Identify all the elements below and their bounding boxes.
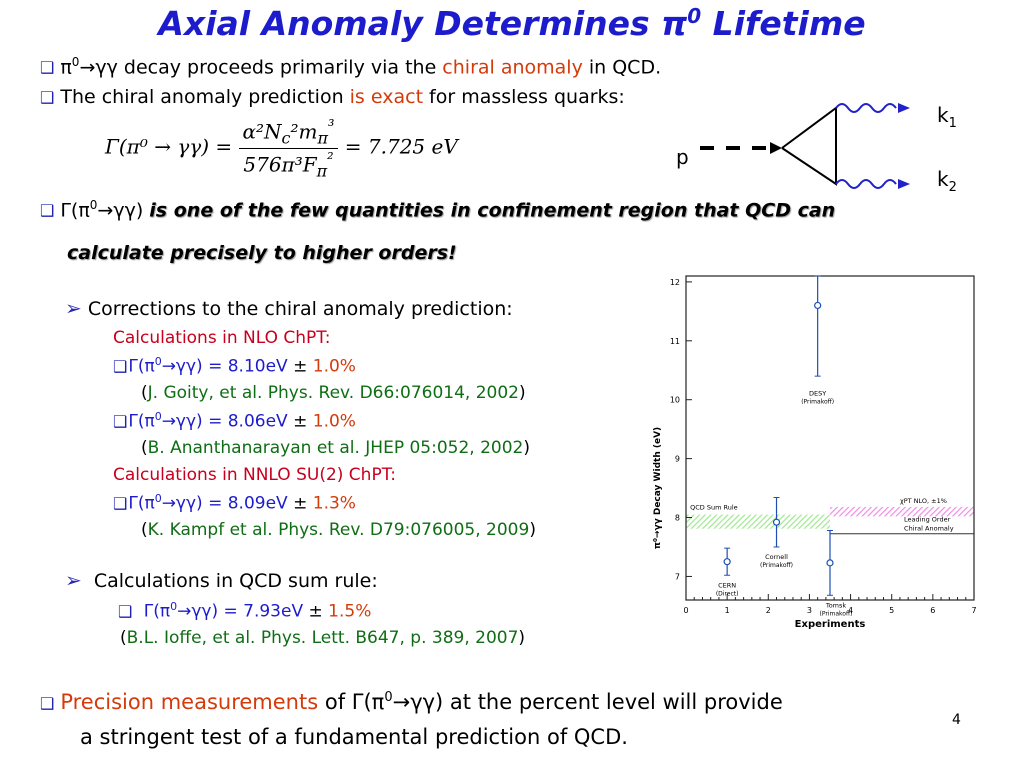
point-label-cern: CERN bbox=[718, 581, 736, 589]
band-1 bbox=[830, 506, 974, 517]
feynman-p-label: p bbox=[676, 145, 689, 169]
confinement-line-continued: calculate precisely to higher orders! bbox=[67, 242, 457, 264]
qcd-sum-rule-header: ➢ Calculations in QCD sum rule: bbox=[65, 568, 378, 592]
feynman-k1-label: k1 bbox=[937, 103, 957, 131]
bullet-line-decay: ❑ π0→γγ decay proceeds primarily via the … bbox=[40, 55, 662, 79]
arrow-bullet-icon: ➢ bbox=[65, 296, 82, 320]
point-label-cornell: Cornell bbox=[765, 553, 788, 561]
feynman-k2-label: k2 bbox=[937, 167, 957, 195]
ref-ananthanarayan: (B. Ananthanarayan et al. JHEP 05:052, 2… bbox=[141, 438, 531, 458]
result-ananthanarayan: ❑Γ(π0→γγ) = 8.06eV ± 1.0% bbox=[113, 410, 356, 432]
data-point-cern bbox=[723, 558, 731, 566]
line-label-chiral-anomaly: Chiral Anomaly bbox=[904, 525, 954, 533]
page-number: 4 bbox=[952, 712, 961, 728]
photon-k2-wave bbox=[835, 179, 897, 189]
pion-arrow-icon bbox=[770, 142, 782, 154]
y-tick-label: 12 bbox=[670, 278, 680, 287]
result-kampf: ❑Γ(π0→γγ) = 8.09eV ± 1.3% bbox=[113, 492, 356, 514]
square-bullet-icon: ❑ bbox=[40, 88, 55, 107]
point-sublabel-cern: (Direct) bbox=[716, 590, 739, 597]
band-label-qcd-sum-rule: QCD Sum Rule bbox=[690, 504, 738, 512]
square-bullet-icon: ❑ bbox=[40, 201, 55, 221]
point-sublabel-cornell: (Primakoff) bbox=[760, 562, 793, 569]
corrections-header: ➢ Corrections to the chiral anomaly pred… bbox=[65, 296, 513, 320]
photon-k2-arrow-icon bbox=[898, 179, 910, 189]
square-bullet-icon: ❑ bbox=[113, 356, 128, 376]
ref-ioffe: (B.L. Ioffe, et al. Phys. Lett. B647, p.… bbox=[120, 628, 526, 648]
y-tick-label: 7 bbox=[675, 572, 680, 581]
arrow-bullet-icon: ➢ bbox=[65, 568, 82, 592]
x-tick-label: 4 bbox=[848, 606, 853, 615]
square-bullet-icon: ❑ bbox=[113, 411, 128, 431]
y-tick-label: 11 bbox=[670, 337, 680, 346]
precision-line-continued: a stringent test of a fundamental predic… bbox=[80, 725, 628, 749]
result-goity: ❑Γ(π0→γγ) = 8.10eV ± 1.0% bbox=[113, 355, 356, 377]
quark-triangle bbox=[781, 106, 837, 186]
line-label-leading-order: Leading Order bbox=[904, 516, 951, 524]
data-point-desy bbox=[814, 301, 822, 310]
point-sublabel-tomsk: (Primakoff) bbox=[820, 610, 853, 617]
x-tick-label: 2 bbox=[766, 606, 771, 615]
photon-k1-arrow-icon bbox=[898, 103, 910, 113]
plot-frame bbox=[685, 275, 975, 601]
point-sublabel-desy: (Primakoff) bbox=[801, 398, 834, 405]
nlo-chpt-heading: Calculations in NLO ChPT: bbox=[113, 328, 331, 348]
point-label-desy: DESY bbox=[809, 389, 826, 397]
band-label-chpt-nlo: χPT NLO, ±1% bbox=[900, 497, 947, 505]
x-tick-label: 5 bbox=[889, 606, 894, 615]
point-label-tomsk: Tomsk bbox=[825, 601, 847, 609]
triangle-feynman-diagram: p k1 k2 bbox=[676, 103, 957, 195]
nnlo-chpt-heading: Calculations in NNLO SU(2) ChPT: bbox=[113, 465, 396, 485]
x-axis-label: Experiments bbox=[795, 619, 866, 630]
square-bullet-icon: ❑ bbox=[113, 493, 128, 513]
bullet-line-confinement: ❑ Γ(π0→γγ) is one of the few quantities i… bbox=[40, 198, 836, 222]
y-tick-label: 8 bbox=[675, 514, 680, 523]
ref-goity: (J. Goity, et al. Phys. Rev. D66:076014,… bbox=[141, 383, 526, 403]
x-tick-label: 1 bbox=[725, 606, 730, 615]
slide-title: Axial Anomaly Determines π0 Lifetime bbox=[158, 4, 866, 43]
ref-kampf: (K. Kampf et al. Phys. Rev. D79:076005, … bbox=[141, 520, 536, 540]
result-ioffe: ❑ Γ(π0→γγ) = 7.93eV ± 1.5% bbox=[118, 600, 372, 622]
bullet-line-exact: ❑ The chiral anomaly prediction is exact … bbox=[40, 86, 625, 108]
data-point-cornell bbox=[772, 518, 781, 526]
square-bullet-icon: ❑ bbox=[40, 58, 55, 78]
x-tick-label: 3 bbox=[807, 606, 812, 615]
square-bullet-icon: ❑ bbox=[40, 694, 55, 713]
photon-k1-wave bbox=[835, 103, 897, 113]
y-tick-label: 10 bbox=[670, 396, 680, 405]
square-bullet-icon: ❑ bbox=[118, 601, 133, 621]
x-tick-label: 0 bbox=[683, 606, 688, 615]
x-tick-label: 7 bbox=[971, 606, 976, 615]
band-0 bbox=[686, 514, 830, 529]
data-point-tomsk bbox=[826, 559, 834, 567]
y-axis-label: π⁰→γγ Decay Width (eV) bbox=[653, 427, 663, 549]
bullet-line-precision: ❑ Precision measurements of Γ(π0→γγ) at t… bbox=[40, 690, 783, 714]
anomaly-formula: Γ(π⁰ → γγ) = α²Nc²mπ³ 576π³Fπ² = 7.725 e… bbox=[105, 116, 458, 181]
x-tick-label: 6 bbox=[930, 606, 935, 615]
formula-fraction: α²Nc²mπ³ 576π³Fπ² bbox=[238, 116, 339, 180]
y-tick-label: 9 bbox=[675, 455, 680, 464]
